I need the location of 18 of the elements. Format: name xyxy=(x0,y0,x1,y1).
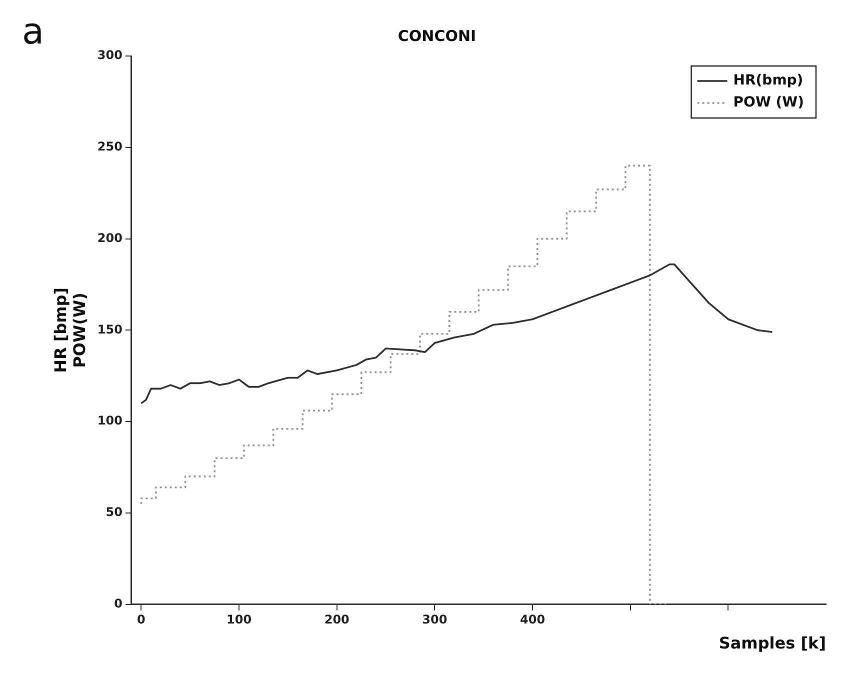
x-tick-label: 100 xyxy=(226,612,252,627)
x-tick-label: 400 xyxy=(520,612,546,627)
x-tick-label: 200 xyxy=(324,612,350,627)
y-tick-label: 100 xyxy=(97,414,122,428)
y-tick-label: 250 xyxy=(97,140,122,154)
y-tick-label: 300 xyxy=(97,48,122,62)
legend-label: POW (W) xyxy=(733,94,804,111)
x-axis-title: Samples [k] xyxy=(718,634,826,653)
y-axis-title: HR [bmp] POW(W) xyxy=(50,287,89,373)
x-tick-label: 0 xyxy=(137,612,146,627)
x-tick-label: 300 xyxy=(422,612,448,627)
text: a xyxy=(22,11,44,52)
chart-title: CONCONI xyxy=(398,26,476,45)
y-tick-label: 0 xyxy=(114,596,122,611)
legend-label: HR(bmp) xyxy=(733,72,804,89)
y-tick-label: 150 xyxy=(97,322,122,336)
y-tick-label: 50 xyxy=(106,505,122,520)
y-tick-label: 200 xyxy=(97,230,122,245)
